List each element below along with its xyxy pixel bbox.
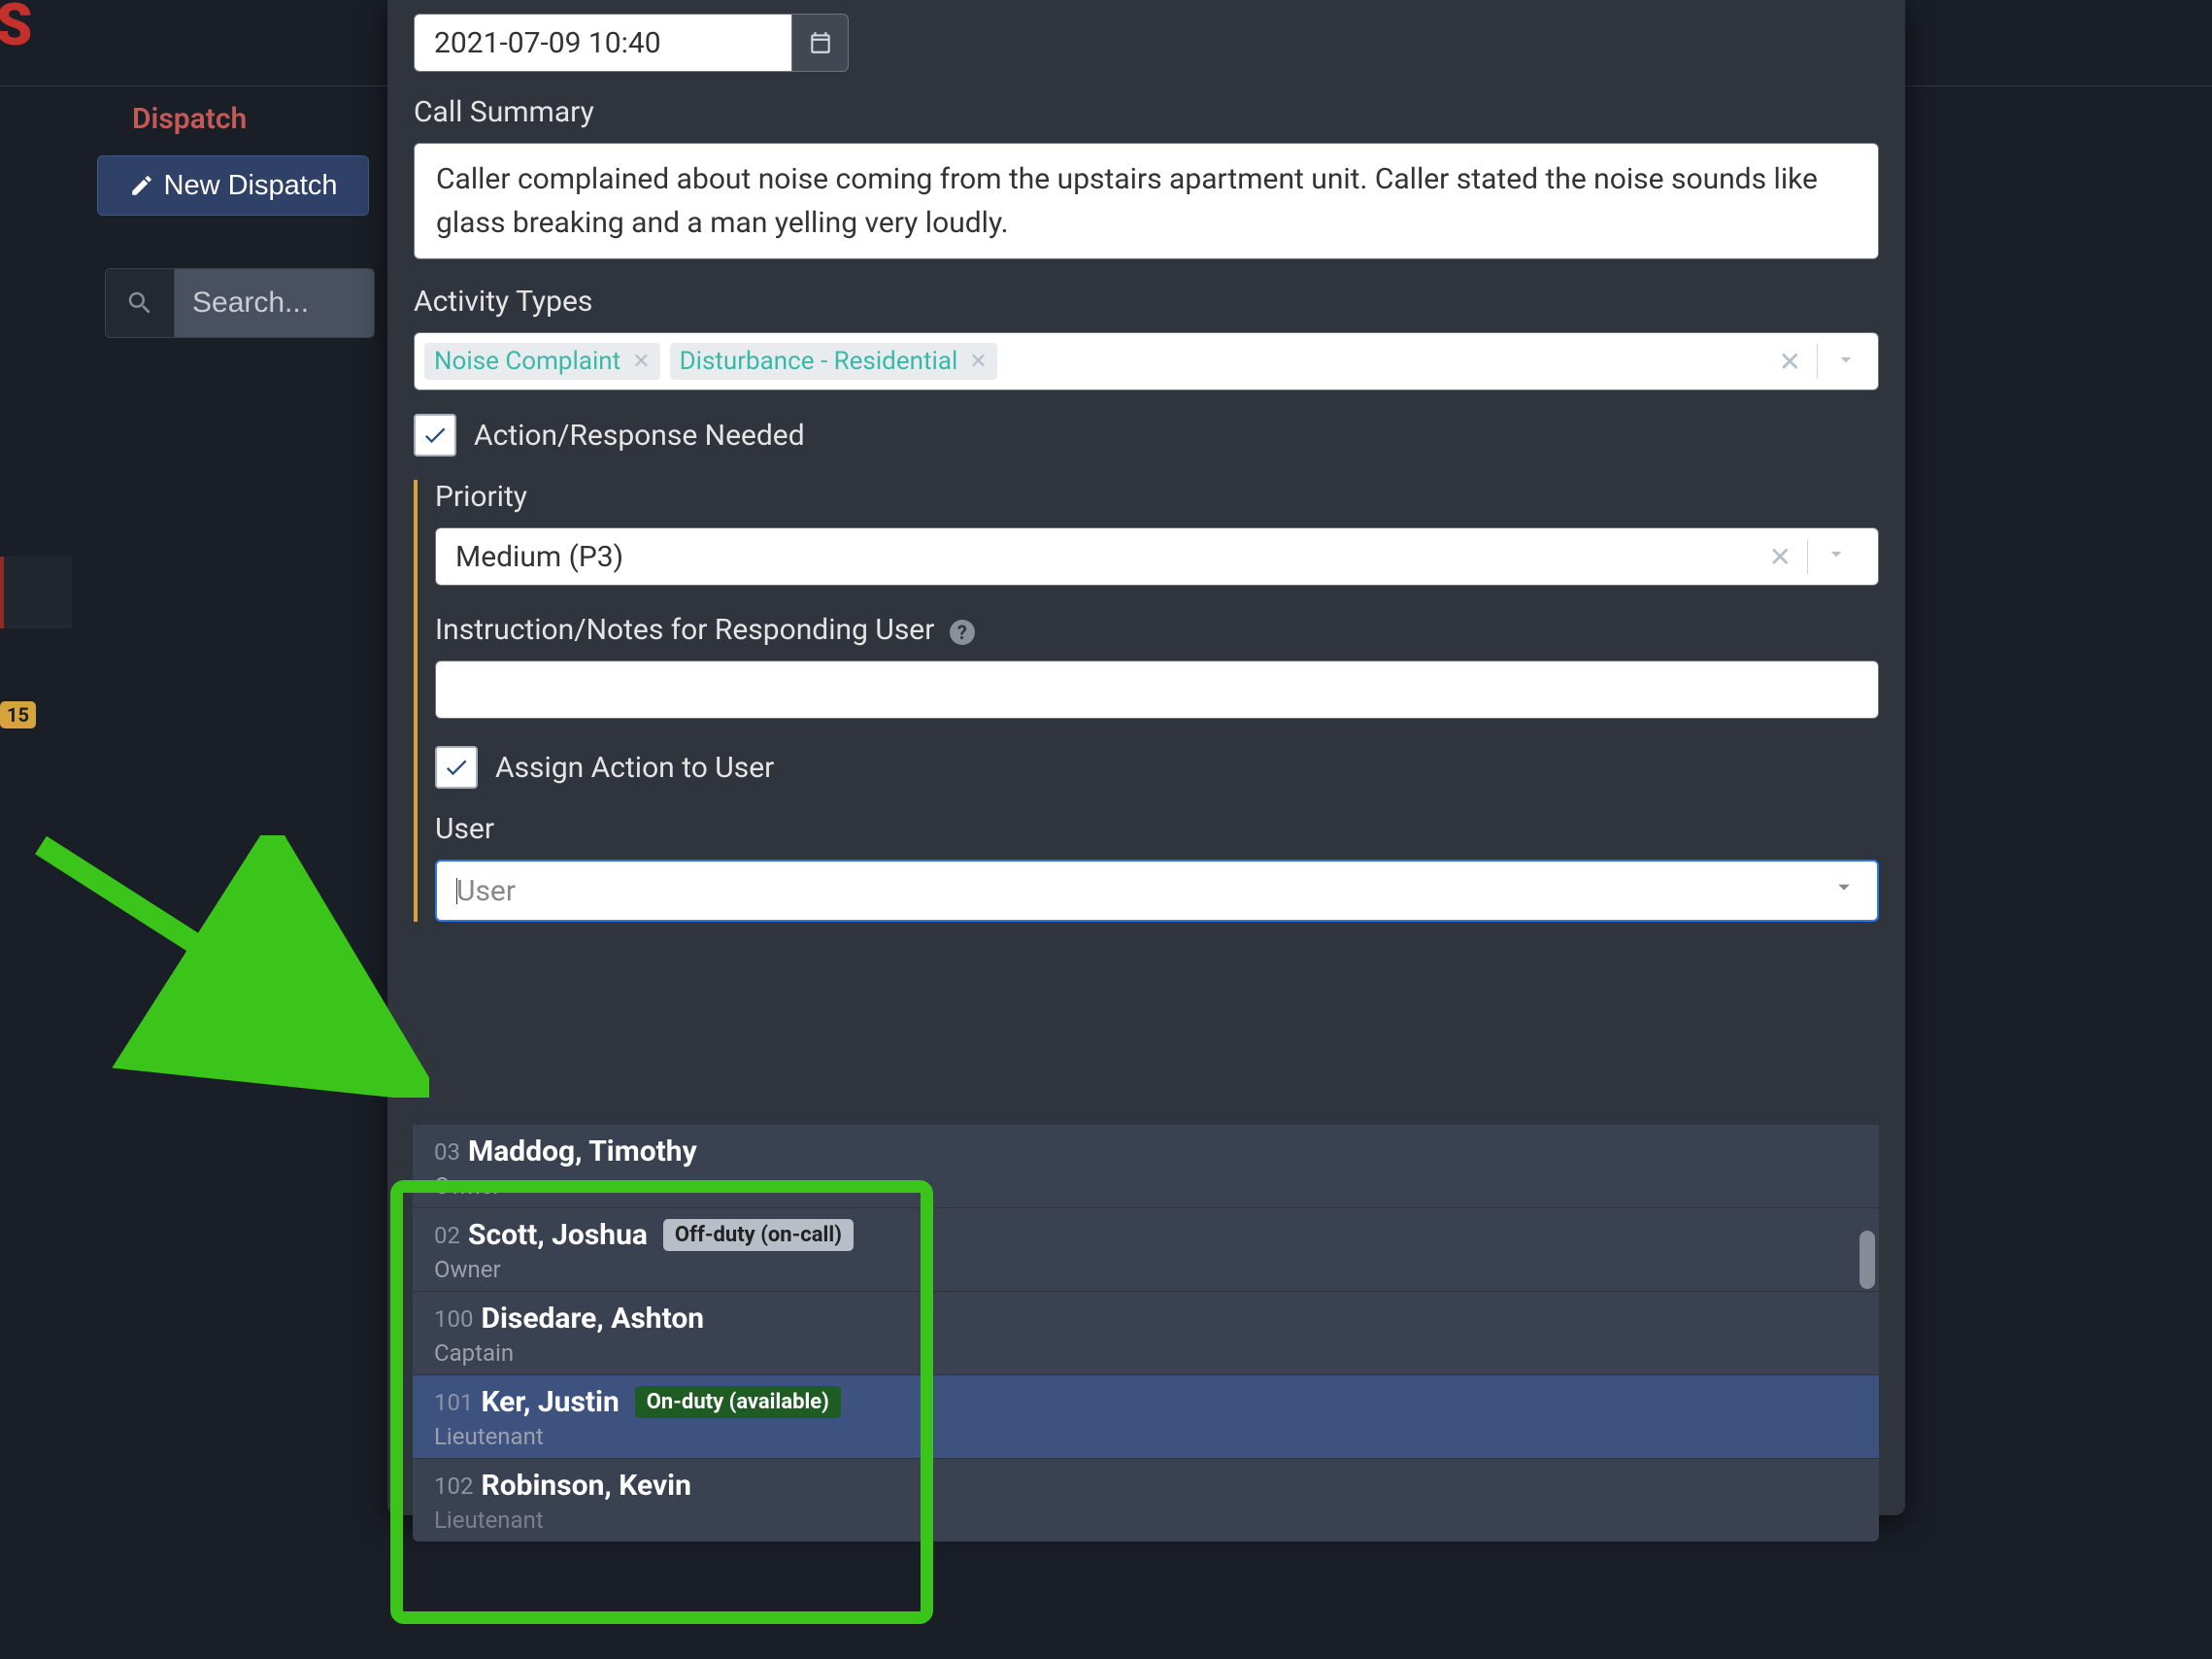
sidebar-active-indicator (0, 557, 72, 628)
user-name: Disedare, Ashton (481, 1302, 704, 1336)
instruction-label: Instruction/Notes for Responding User ? (435, 613, 1879, 647)
user-name: Maddog, Timothy (468, 1134, 697, 1168)
tag-remove-icon[interactable]: ✕ (969, 350, 987, 374)
new-dispatch-label: New Dispatch (164, 170, 338, 202)
user-role: Lieutenant (434, 1423, 1858, 1450)
action-needed-label: Action/Response Needed (474, 419, 805, 453)
user-name: Ker, Justin (481, 1385, 619, 1419)
user-dropdown-item[interactable]: 100 Disedare, Ashton Captain (413, 1291, 1879, 1374)
dispatch-heading: Dispatch (132, 102, 247, 136)
edit-icon (129, 173, 154, 198)
datetime-input[interactable]: 2021-07-09 10:40 (414, 14, 792, 72)
user-dropdown-item[interactable]: 03 Maddog, Timothy Owner (413, 1124, 1879, 1207)
action-needed-row: Action/Response Needed (414, 414, 1879, 457)
user-dropdown-list[interactable]: 03 Maddog, Timothy Owner 02 Scott, Joshua Off… (413, 1124, 1879, 1541)
activity-tag[interactable]: Disturbance - Residential ✕ (670, 343, 997, 380)
activity-types-select[interactable]: Noise Complaint ✕ Disturbance - Resident… (414, 332, 1879, 390)
select-divider (1817, 344, 1818, 379)
scrollbar-thumb[interactable] (1860, 1231, 1875, 1289)
assign-label: Assign Action to User (495, 751, 774, 785)
annotation-arrow (31, 835, 429, 1098)
priority-select[interactable]: Medium (P3) ✕ (435, 527, 1879, 586)
clear-icon[interactable]: ✕ (1779, 346, 1801, 378)
assign-checkbox[interactable] (435, 746, 478, 789)
clear-icon[interactable]: ✕ (1769, 541, 1792, 573)
tag-remove-icon[interactable]: ✕ (632, 350, 650, 374)
new-dispatch-button[interactable]: New Dispatch (97, 155, 369, 216)
call-summary-label: Call Summary (414, 95, 1879, 129)
search-container (105, 268, 375, 338)
search-icon (105, 268, 175, 338)
instruction-input[interactable] (435, 660, 1879, 719)
priority-label: Priority (435, 480, 1879, 514)
priority-value: Medium (P3) (455, 540, 623, 574)
activity-tag[interactable]: Noise Complaint ✕ (424, 343, 660, 380)
activity-tag-label: Noise Complaint (434, 347, 620, 376)
user-select[interactable]: User (435, 860, 1879, 922)
activity-types-label: Activity Types (414, 285, 1879, 319)
user-status-badge: On-duty (available) (635, 1386, 841, 1418)
calendar-button[interactable] (792, 14, 849, 72)
select-divider (1807, 539, 1808, 574)
user-status-badge: Off-duty (on-call) (663, 1219, 854, 1251)
user-num: 100 (434, 1305, 473, 1333)
call-summary-text[interactable]: Caller complained about noise coming fro… (414, 143, 1879, 259)
check-icon (421, 422, 449, 449)
datetime-row: 2021-07-09 10:40 (414, 14, 1879, 72)
user-name: Scott, Joshua (468, 1218, 648, 1252)
user-dropdown-item[interactable]: 102 Robinson, Kevin Lieutenant (413, 1458, 1879, 1541)
user-field-label: User (435, 812, 1879, 846)
assign-row: Assign Action to User (435, 746, 1879, 789)
user-placeholder: User (456, 874, 516, 908)
chevron-down-icon[interactable] (1830, 873, 1858, 908)
user-num: 101 (434, 1389, 473, 1416)
chevron-down-icon[interactable] (1833, 347, 1859, 376)
check-icon (443, 754, 470, 781)
user-role: Owner (434, 1172, 1858, 1200)
user-role: Lieutenant (434, 1507, 1858, 1534)
activity-tag-label: Disturbance - Residential (680, 347, 958, 376)
search-input[interactable] (175, 268, 375, 338)
user-num: 03 (434, 1138, 460, 1166)
app-logo: RMS (0, 0, 34, 59)
calendar-icon (808, 30, 833, 55)
help-icon[interactable]: ? (950, 620, 975, 645)
user-name: Robinson, Kevin (481, 1469, 690, 1503)
user-dropdown-item[interactable]: 101 Ker, Justin On-duty (available) Lieuten… (413, 1374, 1879, 1458)
user-role: Captain (434, 1339, 1858, 1367)
user-num: 102 (434, 1473, 473, 1500)
action-needed-checkbox[interactable] (414, 414, 456, 457)
user-dropdown-item[interactable]: 02 Scott, Joshua Off-duty (on-call) Owner (413, 1207, 1879, 1291)
action-needed-block: Priority Medium (P3) ✕ Instruction/Notes… (414, 480, 1879, 922)
user-role: Owner (434, 1256, 1858, 1283)
chevron-down-icon[interactable] (1824, 540, 1849, 574)
sidebar-count-badge: 15 (0, 701, 36, 728)
user-num: 02 (434, 1222, 460, 1249)
